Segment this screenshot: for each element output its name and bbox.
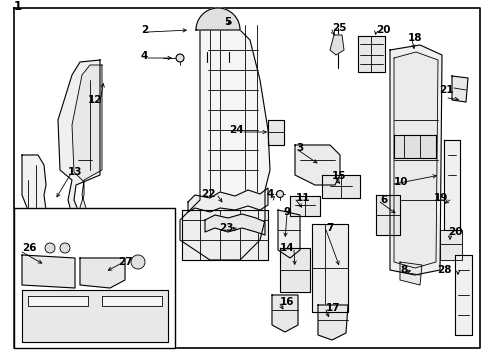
Text: 20: 20 — [375, 25, 390, 35]
Text: 27: 27 — [118, 257, 132, 267]
Polygon shape — [14, 208, 175, 348]
Text: 28: 28 — [437, 265, 451, 275]
Text: 18: 18 — [407, 33, 422, 43]
Polygon shape — [393, 52, 437, 268]
Text: 4: 4 — [141, 51, 148, 61]
Text: 21: 21 — [439, 85, 453, 95]
Polygon shape — [289, 196, 319, 216]
Text: 5: 5 — [224, 17, 231, 27]
Polygon shape — [196, 8, 240, 30]
Polygon shape — [311, 224, 347, 312]
Text: 24: 24 — [229, 125, 244, 135]
Polygon shape — [375, 195, 399, 235]
Text: 8: 8 — [399, 265, 407, 275]
Text: 17: 17 — [325, 303, 340, 313]
Polygon shape — [180, 25, 269, 260]
Text: 25: 25 — [331, 23, 346, 33]
Polygon shape — [399, 262, 421, 285]
Text: 13: 13 — [68, 167, 82, 177]
Polygon shape — [317, 305, 347, 340]
Text: 26: 26 — [22, 243, 37, 253]
Polygon shape — [271, 295, 297, 332]
Polygon shape — [294, 145, 339, 185]
Text: 14: 14 — [279, 243, 293, 253]
Circle shape — [45, 243, 55, 253]
Polygon shape — [22, 255, 75, 288]
Polygon shape — [451, 76, 467, 102]
Text: 7: 7 — [325, 223, 333, 233]
Polygon shape — [389, 45, 441, 275]
Polygon shape — [182, 210, 267, 260]
Polygon shape — [278, 210, 299, 258]
Polygon shape — [329, 35, 343, 55]
Polygon shape — [357, 36, 384, 72]
Polygon shape — [204, 214, 264, 235]
Text: 3: 3 — [295, 143, 303, 153]
Text: 9: 9 — [284, 207, 290, 217]
Text: 6: 6 — [379, 195, 386, 205]
Polygon shape — [454, 255, 471, 335]
Text: 20: 20 — [447, 227, 462, 237]
Circle shape — [60, 243, 70, 253]
Polygon shape — [267, 120, 284, 145]
Text: 19: 19 — [433, 193, 447, 203]
Text: 16: 16 — [280, 297, 294, 307]
Polygon shape — [439, 230, 461, 260]
Polygon shape — [22, 290, 168, 342]
Polygon shape — [28, 296, 88, 306]
Polygon shape — [22, 155, 46, 245]
Circle shape — [131, 255, 145, 269]
Text: 11: 11 — [295, 193, 310, 203]
Circle shape — [276, 190, 283, 198]
Text: 12: 12 — [87, 95, 102, 105]
Polygon shape — [72, 65, 102, 212]
Text: 23: 23 — [219, 223, 234, 233]
Text: 10: 10 — [393, 177, 407, 187]
Polygon shape — [393, 135, 435, 158]
Text: 22: 22 — [201, 189, 216, 199]
Polygon shape — [102, 296, 162, 306]
Polygon shape — [80, 258, 125, 288]
Text: 15: 15 — [331, 171, 346, 181]
Circle shape — [176, 54, 183, 62]
Polygon shape — [187, 188, 267, 212]
Polygon shape — [443, 140, 459, 230]
Text: 1: 1 — [14, 0, 22, 13]
Polygon shape — [14, 8, 479, 348]
Text: 4: 4 — [266, 189, 273, 199]
Polygon shape — [280, 248, 309, 292]
Text: 2: 2 — [141, 25, 148, 35]
Polygon shape — [58, 60, 100, 220]
Polygon shape — [321, 175, 359, 198]
